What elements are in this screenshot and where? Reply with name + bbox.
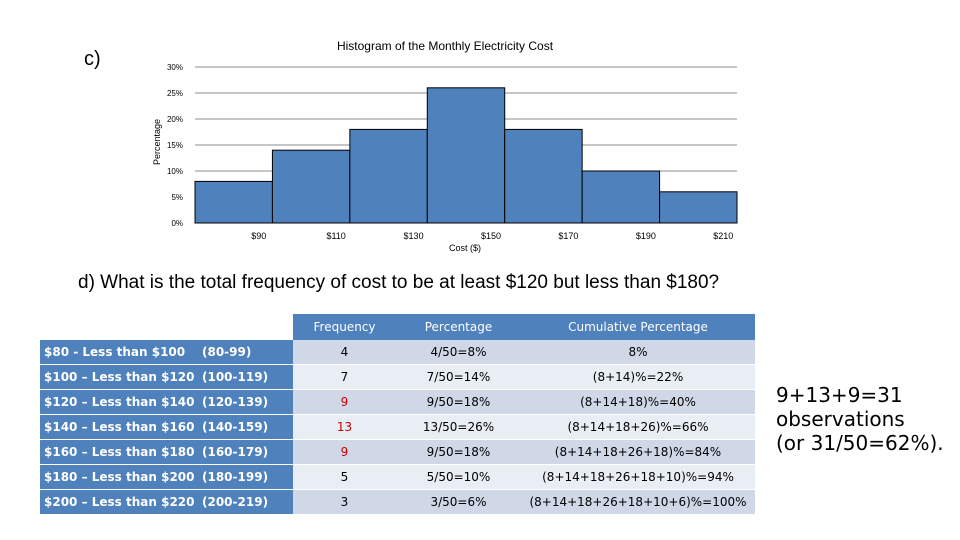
histogram-bar (271, 149, 351, 224)
row-percentage: 4/50=8% (396, 340, 521, 365)
header-frequency: Frequency (293, 314, 396, 340)
histogram-bar (194, 180, 273, 224)
y-axis-label: Percentage (152, 119, 162, 165)
header-cumulative: Cumulative Percentage (521, 314, 755, 340)
row-cumulative: (8+14+18)%=40% (521, 389, 755, 415)
row-cumulative: (8+14+18+26)%=66% (521, 414, 755, 440)
row-range: (200-219) (198, 489, 293, 515)
histogram-bar (504, 128, 583, 224)
row-percentage: 9/50=18% (396, 389, 521, 415)
row-cumulative: 8% (521, 340, 755, 365)
header-blank (198, 314, 293, 340)
row-percentage: 3/50=6% (396, 489, 521, 515)
row-range: (180-199) (198, 464, 293, 490)
table-row: $160 – Less than $180 (160-179) 9 9/50=18%(… (40, 439, 755, 465)
row-frequency: 9 (293, 439, 396, 465)
answer-line: 9+13+9=31 (776, 383, 903, 407)
chart-title: Histogram of the Monthly Electricity Cos… (337, 39, 554, 53)
row-frequency: 3 (293, 489, 396, 515)
row-percentage: 13/50=26% (396, 414, 521, 440)
answer-text: 9+13+9=31 observations (or 31/50=62%). (776, 383, 944, 455)
row-frequency: 4 (293, 340, 396, 365)
y-tick-label: 30% (167, 63, 183, 72)
x-axis-label: Cost ($) (449, 243, 481, 253)
row-frequency: 7 (293, 364, 396, 390)
row-cumulative: (8+14+18+26+18)%=84% (521, 439, 755, 465)
x-tick-label: $110 (326, 231, 345, 241)
row-range: (100-119) (198, 364, 293, 390)
answer-line: observations (776, 407, 905, 431)
y-tick-labels: 0% 5% 10% 15% 20% 25% 30% (167, 63, 183, 228)
row-cumulative: (8+14+18+26+18+10)%=94% (521, 464, 755, 490)
y-tick-label: 15% (167, 141, 183, 150)
x-tick-label: $210 (713, 231, 733, 241)
table-row: $200 – Less than $220 (200-219) 3 3/50=6% (8… (40, 489, 755, 515)
row-label: $200 – Less than $220 (40, 489, 198, 515)
row-range: (120-139) (198, 389, 293, 415)
row-range: (80-99) (198, 340, 293, 365)
table-row: $80 - Less than $100 (80-99) 4 4/50=8% 8% (40, 340, 755, 365)
row-label: $180 – Less than $200 (40, 464, 198, 490)
question-d: d) What is the total frequency of cost t… (78, 272, 720, 293)
bars (194, 87, 738, 224)
row-label: $160 – Less than $180 (40, 439, 198, 465)
row-label: $140 – Less than $160 (40, 414, 198, 440)
x-tick-label: $190 (636, 231, 656, 241)
table-row: $120 – Less than $140 (120-139) 9 9/50=18%(… (40, 389, 755, 415)
row-range: (160-179) (198, 439, 293, 465)
table-row: $100 – Less than $120 (100-119) 7 7/50=14%(… (40, 364, 755, 390)
table-header-row: Frequency Percentage Cumulative Percenta… (40, 314, 755, 340)
y-tick-label: 10% (167, 167, 183, 176)
row-frequency: 5 (293, 464, 396, 490)
x-tick-label: $130 (404, 231, 424, 241)
y-tick-label: 0% (171, 219, 183, 228)
row-percentage: 5/50=10% (396, 464, 521, 490)
header-percentage: Percentage (396, 314, 521, 340)
y-tick-label: 5% (171, 193, 183, 202)
row-cumulative: (8+14)%=22% (521, 364, 755, 390)
x-tick-labels: $90 $110 $130 $150 $170 $190 $210 (251, 231, 733, 241)
histogram-bar (426, 87, 506, 224)
table-row: $180 – Less than $200 (180-199) 5 5/50=10%(… (40, 464, 755, 490)
row-frequency: 9 (293, 389, 396, 415)
histogram-bar (581, 170, 661, 224)
part-c-label: c) (84, 48, 101, 70)
row-label: $120 – Less than $140 (40, 389, 198, 415)
histogram-bar (349, 128, 428, 224)
histogram-bar (659, 191, 738, 224)
row-cumulative: (8+14+18+26+18+10+6)%=100% (521, 489, 755, 515)
header-blank (40, 314, 198, 340)
row-label: $80 - Less than $100 (40, 340, 198, 365)
row-percentage: 9/50=18% (396, 439, 521, 465)
x-tick-label: $90 (251, 231, 266, 241)
row-label: $100 – Less than $120 (40, 364, 198, 390)
y-tick-label: 25% (167, 89, 183, 98)
table-row: $140 – Less than $160 (140-159) 13 13/50=26… (40, 414, 755, 440)
row-percentage: 7/50=14% (396, 364, 521, 390)
row-frequency: 13 (293, 414, 396, 440)
x-tick-label: $150 (481, 231, 501, 241)
y-tick-label: 20% (167, 115, 183, 124)
row-range: (140-159) (198, 414, 293, 440)
frequency-table: Frequency Percentage Cumulative Percenta… (40, 314, 755, 515)
answer-line: (or 31/50=62%). (776, 431, 944, 455)
histogram-chart: Histogram of the Monthly Electricity Cos… (152, 39, 738, 253)
x-tick-label: $170 (558, 231, 578, 241)
